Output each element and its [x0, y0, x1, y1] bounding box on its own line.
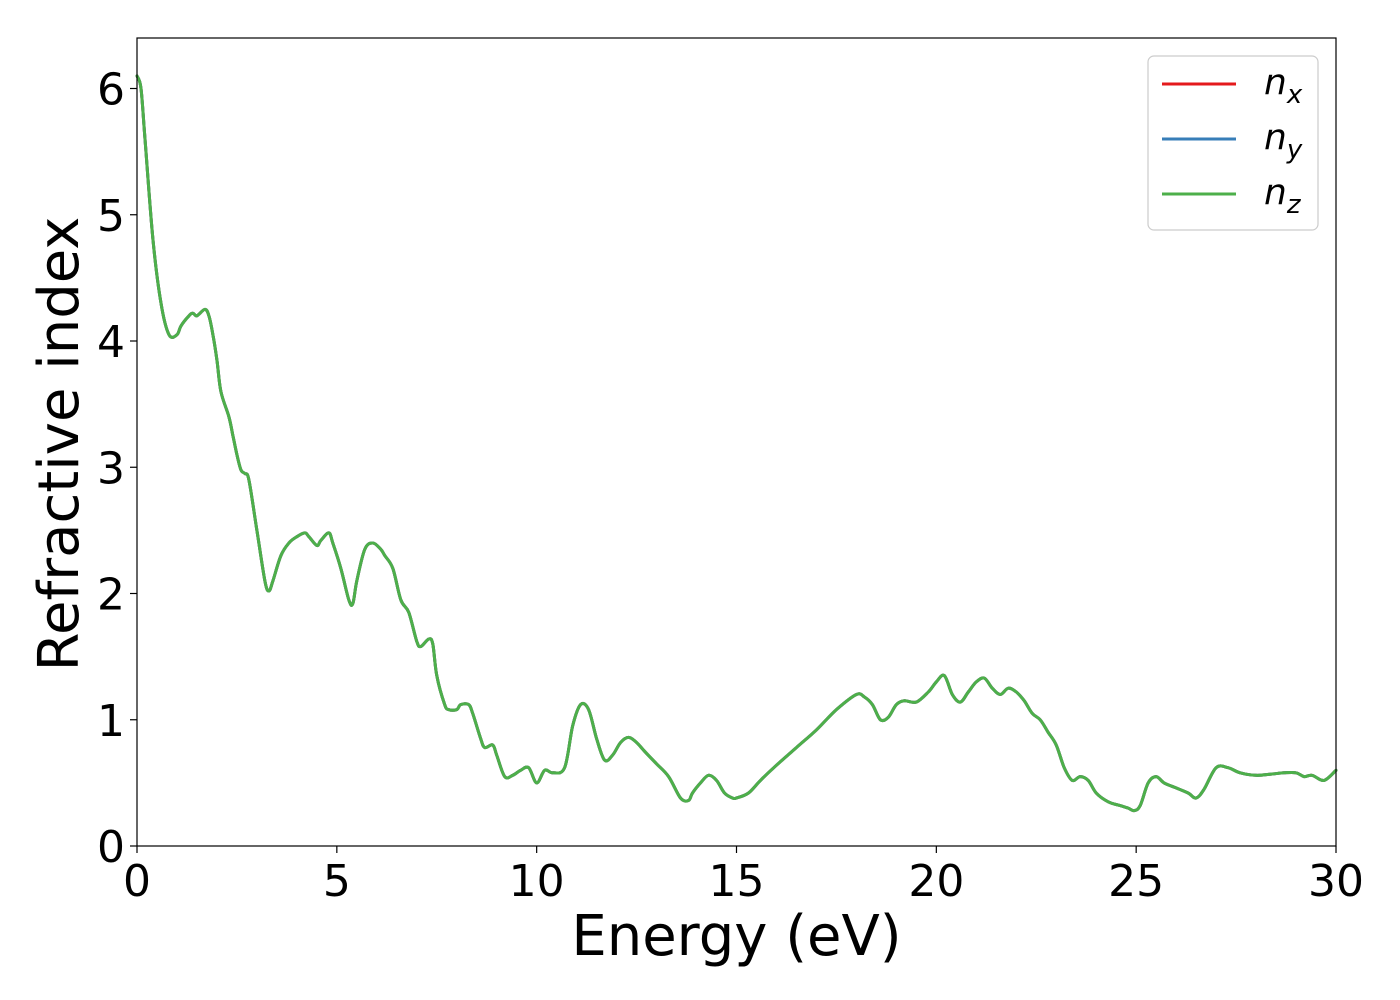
y-tick-label: 5: [97, 191, 125, 242]
y-axis-title: Refractive index: [27, 217, 92, 672]
x-tick-label: 0: [123, 856, 151, 907]
y-tick-label: 2: [97, 570, 125, 621]
plot-background: [137, 38, 1336, 846]
y-tick-label: 1: [97, 696, 125, 747]
x-tick-label: 30: [1308, 856, 1364, 907]
y-tick-label: 4: [97, 317, 125, 368]
y-tick-label: 6: [97, 65, 125, 116]
x-tick-label: 10: [509, 856, 565, 907]
legend: nx ny nz: [1147, 55, 1319, 231]
series-layer: [135, 74, 1338, 813]
legend-label-z: nz: [1264, 172, 1302, 220]
legend-label-y: ny: [1264, 117, 1303, 165]
x-axis-title: Energy (eV): [571, 904, 901, 969]
x-tick-label: 25: [1108, 856, 1164, 907]
legend-label-x: nx: [1264, 62, 1303, 110]
x-tick-label: 15: [709, 856, 765, 907]
axes-layer: 0 5 10 15 20 25 30 0 1 2 3 4 5 6: [97, 37, 1364, 907]
x-tick-label: 5: [323, 856, 351, 907]
x-tick-label: 20: [908, 856, 964, 907]
plot-area: [137, 38, 1336, 846]
series-line-n-z: [135, 74, 1338, 813]
legend-box: [1147, 55, 1319, 231]
y-tick-label: 3: [97, 443, 125, 494]
y-tick-label: 0: [97, 822, 125, 873]
